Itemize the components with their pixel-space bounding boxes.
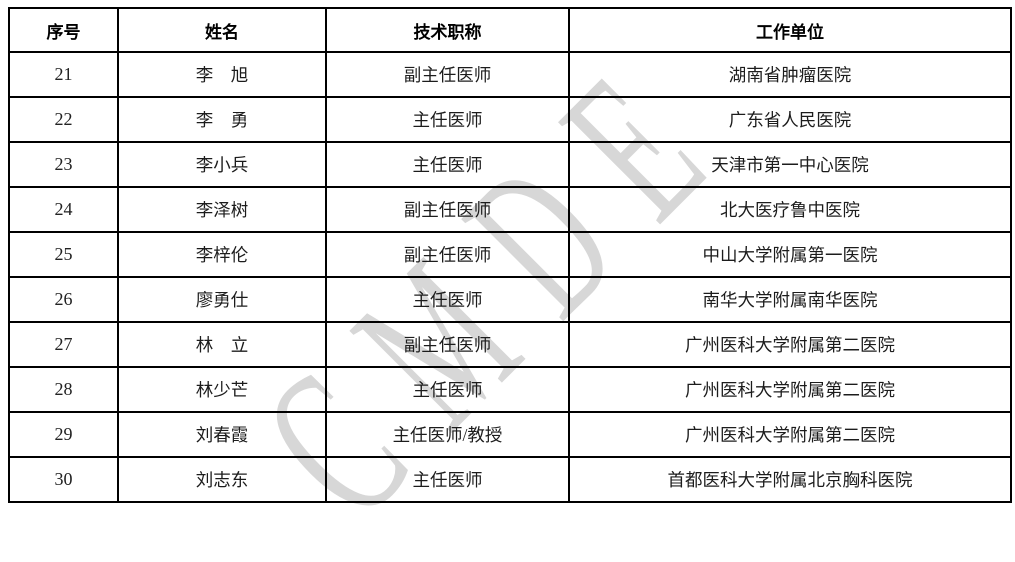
serial-number-cell: 27 — [8, 321, 119, 368]
table-row: 21 李 旭 副主任医师 湖南省肿瘤医院 — [8, 51, 1012, 98]
table-row: 24 李泽树 副主任医师 北大医疗鲁中医院 — [8, 186, 1012, 233]
title-cell: 主任医师 — [325, 276, 570, 323]
title-cell: 副主任医师 — [325, 231, 570, 278]
experts-table: 序号 姓名 技术职称 工作单位 21 李 旭 副主任医师 湖南省肿瘤医院 22 … — [8, 7, 1012, 503]
header-technical-title: 技术职称 — [325, 7, 570, 53]
name-cell: 刘春霞 — [117, 411, 327, 458]
document-page: CMDE 序号 姓名 技术职称 工作单位 21 李 旭 副主任医师 湖南省肿瘤医… — [8, 2, 1012, 562]
work-unit-cell: 广州医科大学附属第二医院 — [568, 411, 1012, 458]
name-cell: 刘志东 — [117, 456, 327, 503]
work-unit-cell: 天津市第一中心医院 — [568, 141, 1012, 188]
table-row: 30 刘志东 主任医师 首都医科大学附属北京胸科医院 — [8, 456, 1012, 503]
name-cell: 李 旭 — [117, 51, 327, 98]
title-cell: 主任医师/教授 — [325, 411, 570, 458]
table-row: 22 李 勇 主任医师 广东省人民医院 — [8, 96, 1012, 143]
name-cell: 李小兵 — [117, 141, 327, 188]
title-cell: 副主任医师 — [325, 51, 570, 98]
work-unit-cell: 广州医科大学附属第二医院 — [568, 321, 1012, 368]
table-header-row: 序号 姓名 技术职称 工作单位 — [8, 7, 1012, 53]
table-row: 26 廖勇仕 主任医师 南华大学附属南华医院 — [8, 276, 1012, 323]
title-cell: 副主任医师 — [325, 186, 570, 233]
title-cell: 主任医师 — [325, 366, 570, 413]
serial-number-cell: 22 — [8, 96, 119, 143]
title-cell: 主任医师 — [325, 141, 570, 188]
name-cell: 林 立 — [117, 321, 327, 368]
name-cell: 廖勇仕 — [117, 276, 327, 323]
serial-number-cell: 23 — [8, 141, 119, 188]
table-row: 28 林少芒 主任医师 广州医科大学附属第二医院 — [8, 366, 1012, 413]
name-cell: 李泽树 — [117, 186, 327, 233]
work-unit-cell: 中山大学附属第一医院 — [568, 231, 1012, 278]
work-unit-cell: 首都医科大学附属北京胸科医院 — [568, 456, 1012, 503]
name-cell: 李 勇 — [117, 96, 327, 143]
header-work-unit: 工作单位 — [568, 7, 1012, 53]
title-cell: 主任医师 — [325, 456, 570, 503]
work-unit-cell: 广东省人民医院 — [568, 96, 1012, 143]
serial-number-cell: 30 — [8, 456, 119, 503]
serial-number-cell: 21 — [8, 51, 119, 98]
work-unit-cell: 广州医科大学附属第二医院 — [568, 366, 1012, 413]
work-unit-cell: 南华大学附属南华医院 — [568, 276, 1012, 323]
name-cell: 李梓伦 — [117, 231, 327, 278]
work-unit-cell: 湖南省肿瘤医院 — [568, 51, 1012, 98]
title-cell: 主任医师 — [325, 96, 570, 143]
table-row: 27 林 立 副主任医师 广州医科大学附属第二医院 — [8, 321, 1012, 368]
table-row: 29 刘春霞 主任医师/教授 广州医科大学附属第二医院 — [8, 411, 1012, 458]
serial-number-cell: 26 — [8, 276, 119, 323]
table-row: 23 李小兵 主任医师 天津市第一中心医院 — [8, 141, 1012, 188]
title-cell: 副主任医师 — [325, 321, 570, 368]
table-row: 25 李梓伦 副主任医师 中山大学附属第一医院 — [8, 231, 1012, 278]
serial-number-cell: 24 — [8, 186, 119, 233]
serial-number-cell: 25 — [8, 231, 119, 278]
serial-number-cell: 29 — [8, 411, 119, 458]
header-serial-number: 序号 — [8, 7, 119, 53]
header-name: 姓名 — [117, 7, 327, 53]
work-unit-cell: 北大医疗鲁中医院 — [568, 186, 1012, 233]
name-cell: 林少芒 — [117, 366, 327, 413]
serial-number-cell: 28 — [8, 366, 119, 413]
